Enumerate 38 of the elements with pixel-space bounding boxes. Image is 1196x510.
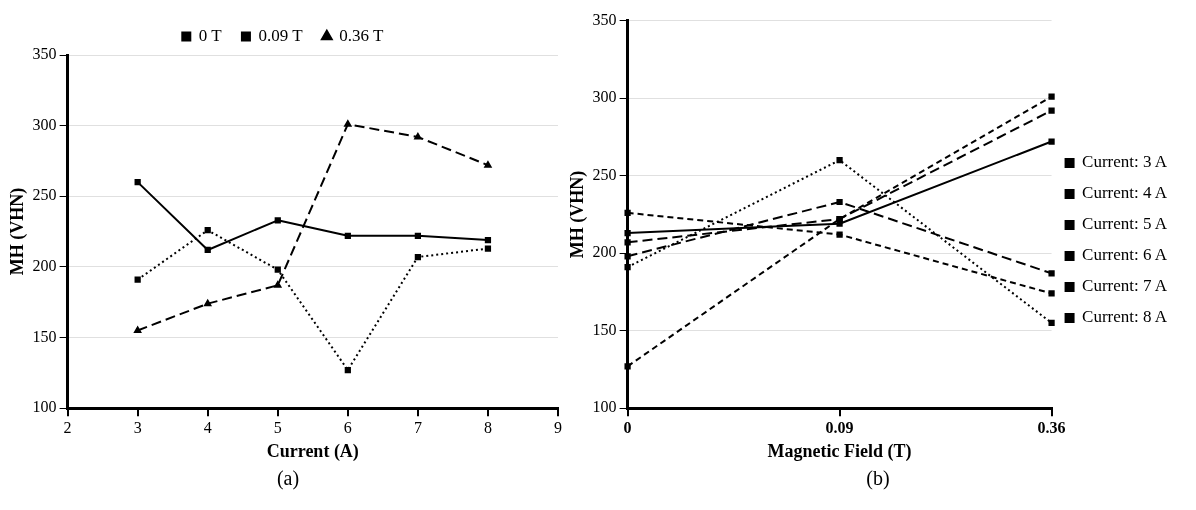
y-axis-title: MH (VHN) xyxy=(7,187,29,276)
y-tick-label: 150 xyxy=(592,320,617,338)
x-tick-label: 7 xyxy=(413,419,422,436)
legend-label: Current: 7 A xyxy=(1082,276,1168,296)
x-tick-label: 8 xyxy=(483,419,492,436)
legend-label: 0.36 T xyxy=(339,25,385,45)
legend-label: Current: 5 A xyxy=(1082,214,1168,234)
legend-label: Current: 8 A xyxy=(1082,307,1168,327)
x-tick-label: 0 xyxy=(623,418,632,436)
legend-label: 0.09 T xyxy=(258,25,304,45)
y-tick-label: 100 xyxy=(32,398,57,416)
y-tick-label: 100 xyxy=(592,398,617,416)
x-tick-label: 6 xyxy=(343,419,352,436)
y-tick-label: 300 xyxy=(592,88,617,106)
x-tick-label: 9 xyxy=(554,419,562,436)
y-tick-label: 250 xyxy=(592,165,617,183)
legend-label: Current: 4 A xyxy=(1082,183,1168,203)
y-tick-label: 250 xyxy=(32,186,57,204)
legend-label: Current: 6 A xyxy=(1082,245,1168,265)
x-axis-title: Magnetic Field (T) xyxy=(767,440,912,462)
x-tick-label: 3 xyxy=(133,419,142,436)
y-axis-title: MH (VHN) xyxy=(567,170,589,259)
legend-label: 0 T xyxy=(198,25,223,45)
x-tick-label: 0.09 xyxy=(825,418,854,436)
legend-label: Current: 3 A xyxy=(1082,152,1168,172)
text: (a) xyxy=(275,466,301,490)
y-tick-label: 350 xyxy=(592,10,617,28)
y-tick-label: 300 xyxy=(32,115,57,133)
x-tick-label: 4 xyxy=(203,419,212,436)
x-tick-label: 5 xyxy=(273,419,282,436)
y-tick-label: 200 xyxy=(32,257,57,275)
x-tick-label: 0.36 xyxy=(1037,418,1066,436)
text: (b) xyxy=(865,466,891,490)
x-tick-label: 2 xyxy=(63,419,72,436)
y-tick-label: 150 xyxy=(32,327,57,345)
y-tick-label: 200 xyxy=(592,243,617,261)
x-axis-title: Current (A) xyxy=(266,440,359,462)
y-tick-label: 350 xyxy=(32,45,57,63)
